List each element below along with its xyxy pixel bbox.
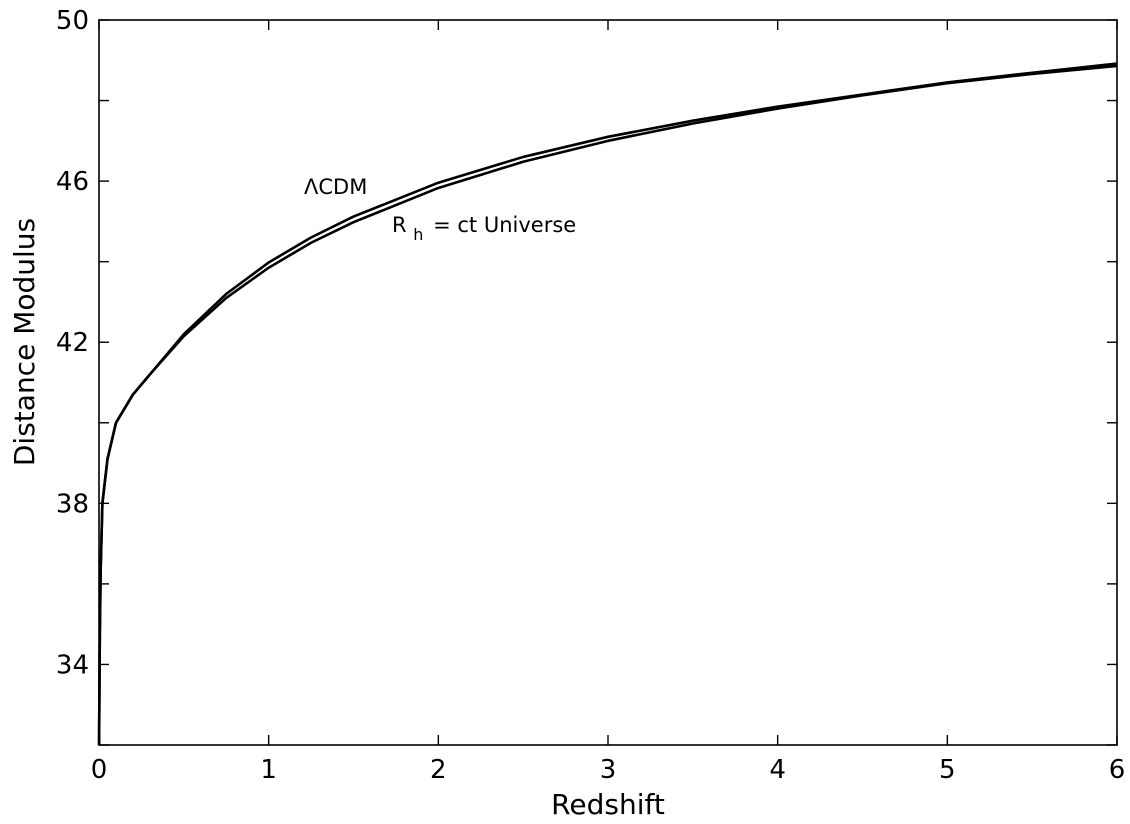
x-tick-label: 5 [939,755,956,785]
lcdm-curve [97,62,1118,746]
rhct-curve [97,64,1118,746]
x-tick-label: 3 [600,755,617,785]
rhct-label-sub: h [413,225,423,244]
x-tick-label: 0 [91,755,108,785]
y-tick-label: 46 [56,167,89,197]
x-tick-label: 2 [430,755,447,785]
ticks-layer [98,19,1118,746]
y-tick-label: 42 [56,328,89,358]
x-tick-label: 4 [769,755,786,785]
series-layer [97,62,1118,746]
x-axis-title: Redshift [551,788,665,821]
rhct-label: R h = ct Universe [392,213,576,245]
rhct-label-main: R [392,213,407,237]
y-axis-title: Distance Modulus [8,218,41,466]
rhct-label-rest: = ct Universe [433,213,576,237]
plot-frame [98,19,1118,746]
lcdm-label: ΛCDM [304,175,367,199]
y-tick-label: 34 [56,650,89,680]
y-tick-label: 38 [56,489,89,519]
lcdm-label-text: ΛCDM [304,175,367,199]
x-tick-label: 6 [1109,755,1126,785]
y-tick-label: 50 [56,6,89,36]
x-tick-label: 1 [260,755,277,785]
